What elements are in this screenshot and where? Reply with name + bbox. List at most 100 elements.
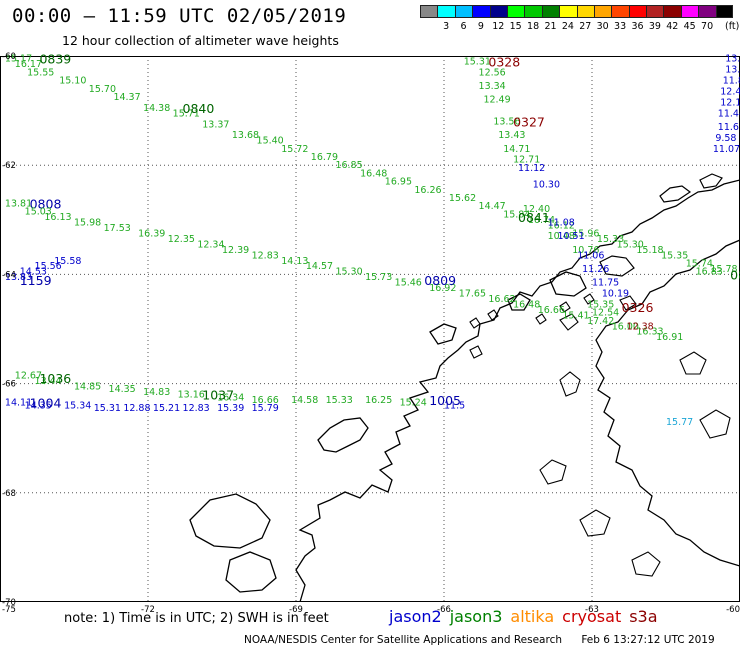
wave-height-value: 14.57 <box>306 261 333 272</box>
pass-time-label: 1037 <box>202 388 234 403</box>
wave-height-value: 11.61 <box>718 122 740 133</box>
colorbar-label: 70 <box>701 21 714 32</box>
wave-height-value: 15.79 <box>252 403 279 414</box>
colorbar-label: 27 <box>579 21 592 32</box>
legend-altika: altika <box>510 607 555 626</box>
wave-height-value: 14.53 <box>20 267 47 278</box>
colorbar-swatch <box>489 5 507 18</box>
wave-height-value: 14.35 <box>25 400 52 411</box>
satellite-legend: jason2 jason3 altika cryosat s3a <box>389 607 666 626</box>
wave-height-value: 15.74 <box>686 258 713 269</box>
wave-height-value: 10.51 <box>557 231 584 242</box>
wave-height-value: 15.31 <box>464 56 491 67</box>
wave-height-value: 15.71 <box>173 108 200 119</box>
wave-height-value: 13.81 <box>5 198 32 209</box>
wave-height-value: 11.44 <box>718 108 740 119</box>
wave-height-value: 10.30 <box>533 179 560 190</box>
wave-height-value: 15.72 <box>281 144 308 155</box>
wave-height-value: 14.35 <box>109 384 136 395</box>
latitude-label: -70 <box>2 598 16 608</box>
longitude-label: -60 <box>726 605 740 615</box>
wave-height-value: 12.40 <box>523 204 550 215</box>
pass-time-label: 0327 <box>513 115 545 130</box>
wave-height-value: 12.83 <box>183 403 210 414</box>
wave-height-value: 15.03 <box>25 207 52 218</box>
coastline-peninsula-east <box>595 239 740 567</box>
wave-height-value: 15.98 <box>74 218 101 229</box>
wave-height-value: 16.91 <box>656 332 683 343</box>
wave-height-value: 12.34 <box>197 239 224 250</box>
colorbar-swatch <box>680 5 699 18</box>
legend-s3a: s3a <box>629 607 658 626</box>
wave-height-value: 12.83 <box>252 250 279 261</box>
wave-height-value: 15.41 <box>562 310 589 321</box>
wave-height-value: 15.17 <box>5 54 32 65</box>
colorbar-swatch <box>698 5 716 18</box>
latitude-label: -66 <box>2 380 16 390</box>
wave-height-value: 16.48 <box>513 299 540 310</box>
colorbar-label: 12 <box>492 21 505 32</box>
colorbar-swatch <box>611 5 629 18</box>
colorbar-label: 21 <box>544 21 557 32</box>
axis-labels: -60 -62 -64 -66 -68 -70-75 -72 -69 -66 -63 -60 <box>2 52 740 615</box>
wave-height-value: 12.67 <box>15 370 42 381</box>
colorbar-swatch <box>576 5 594 18</box>
colorbar-label: 33 <box>614 21 627 32</box>
wave-height-value: 15.33 <box>326 395 353 406</box>
colorbar-label: 9 <box>477 21 484 32</box>
wave-height-value: 16.66 <box>538 305 565 316</box>
wave-height-value: 15.30 <box>335 267 362 278</box>
wave-height-value: 15.46 <box>395 278 422 289</box>
colorbar-swatch <box>541 5 560 18</box>
pass-time-label: 0841 <box>518 210 550 225</box>
wave-height-value: 11.06 <box>577 250 604 261</box>
wave-height-value: 16.66 <box>252 395 279 406</box>
wave-height-value: 15.77 <box>666 417 693 428</box>
wave-height-value: 17.53 <box>104 223 131 234</box>
credit-date: Feb 6 13:27:12 UTC 2019 <box>581 634 715 646</box>
credit-text: NOAA/NESDIS Center for Satellite Applica… <box>244 634 562 646</box>
colorbar-swatch <box>472 5 490 18</box>
coastline-shetland <box>659 173 723 203</box>
colorbar-label: 30 <box>596 21 609 32</box>
latitude-label: -68 <box>2 489 16 499</box>
longitude-label: -69 <box>289 605 303 615</box>
colorbar-label: 39 <box>648 21 661 32</box>
colorbar-swatch <box>646 5 664 18</box>
wave-height-value: 14.83 <box>143 387 170 398</box>
pass-time-label: 0839 <box>39 52 71 67</box>
wave-height-value: 15.33 <box>597 234 624 245</box>
longitude-label: -75 <box>2 605 16 615</box>
wave-height-value: 16.26 <box>414 185 441 196</box>
colorbar-swatch <box>715 5 734 18</box>
wave-height-value: 12.71 <box>513 155 540 166</box>
colorbar-swatch <box>420 5 438 18</box>
wave-height-value: 15.70 <box>89 84 116 95</box>
colorbar-labels: 3 6 9 12 15 18 21 24 27 30 33 36 39 42 45 70 (ft) <box>420 21 740 35</box>
legend-cryosat: cryosat <box>562 607 622 626</box>
wave-height-value: 14.13 <box>281 256 308 267</box>
wave-height-value: 13.68 <box>232 130 259 141</box>
colorbar-swatch <box>506 5 525 18</box>
coastline-island-north <box>549 271 587 297</box>
wave-height-value: 13.32 <box>725 65 740 76</box>
colorbar-label: 3 <box>443 21 450 32</box>
wave-height-value: 15.56 <box>35 261 62 272</box>
wave-height-value: 11.5 <box>444 400 465 411</box>
wave-height-value: 16.25 <box>365 395 392 406</box>
colorbar-label: 15 <box>509 21 522 32</box>
wave-height-value: 15.35 <box>661 250 688 261</box>
latitude-label: -64 <box>2 270 16 280</box>
wave-height-value: 13.43 <box>498 130 525 141</box>
wave-height-value: 14.85 <box>74 381 101 392</box>
colorbar-label: 36 <box>631 21 644 32</box>
wave-height-value: 13.56 <box>493 117 520 128</box>
coastline <box>189 173 740 602</box>
coastline-island-alexander <box>189 493 271 549</box>
longitude-label: -63 <box>585 605 599 615</box>
wave-height-value: 14.11 <box>5 398 32 409</box>
footer-credit: NOAA/NESDIS Center for Satellite Applica… <box>244 634 715 646</box>
wave-height-value: 15.73 <box>365 272 392 283</box>
wave-height-value: 10.48 <box>548 231 575 242</box>
